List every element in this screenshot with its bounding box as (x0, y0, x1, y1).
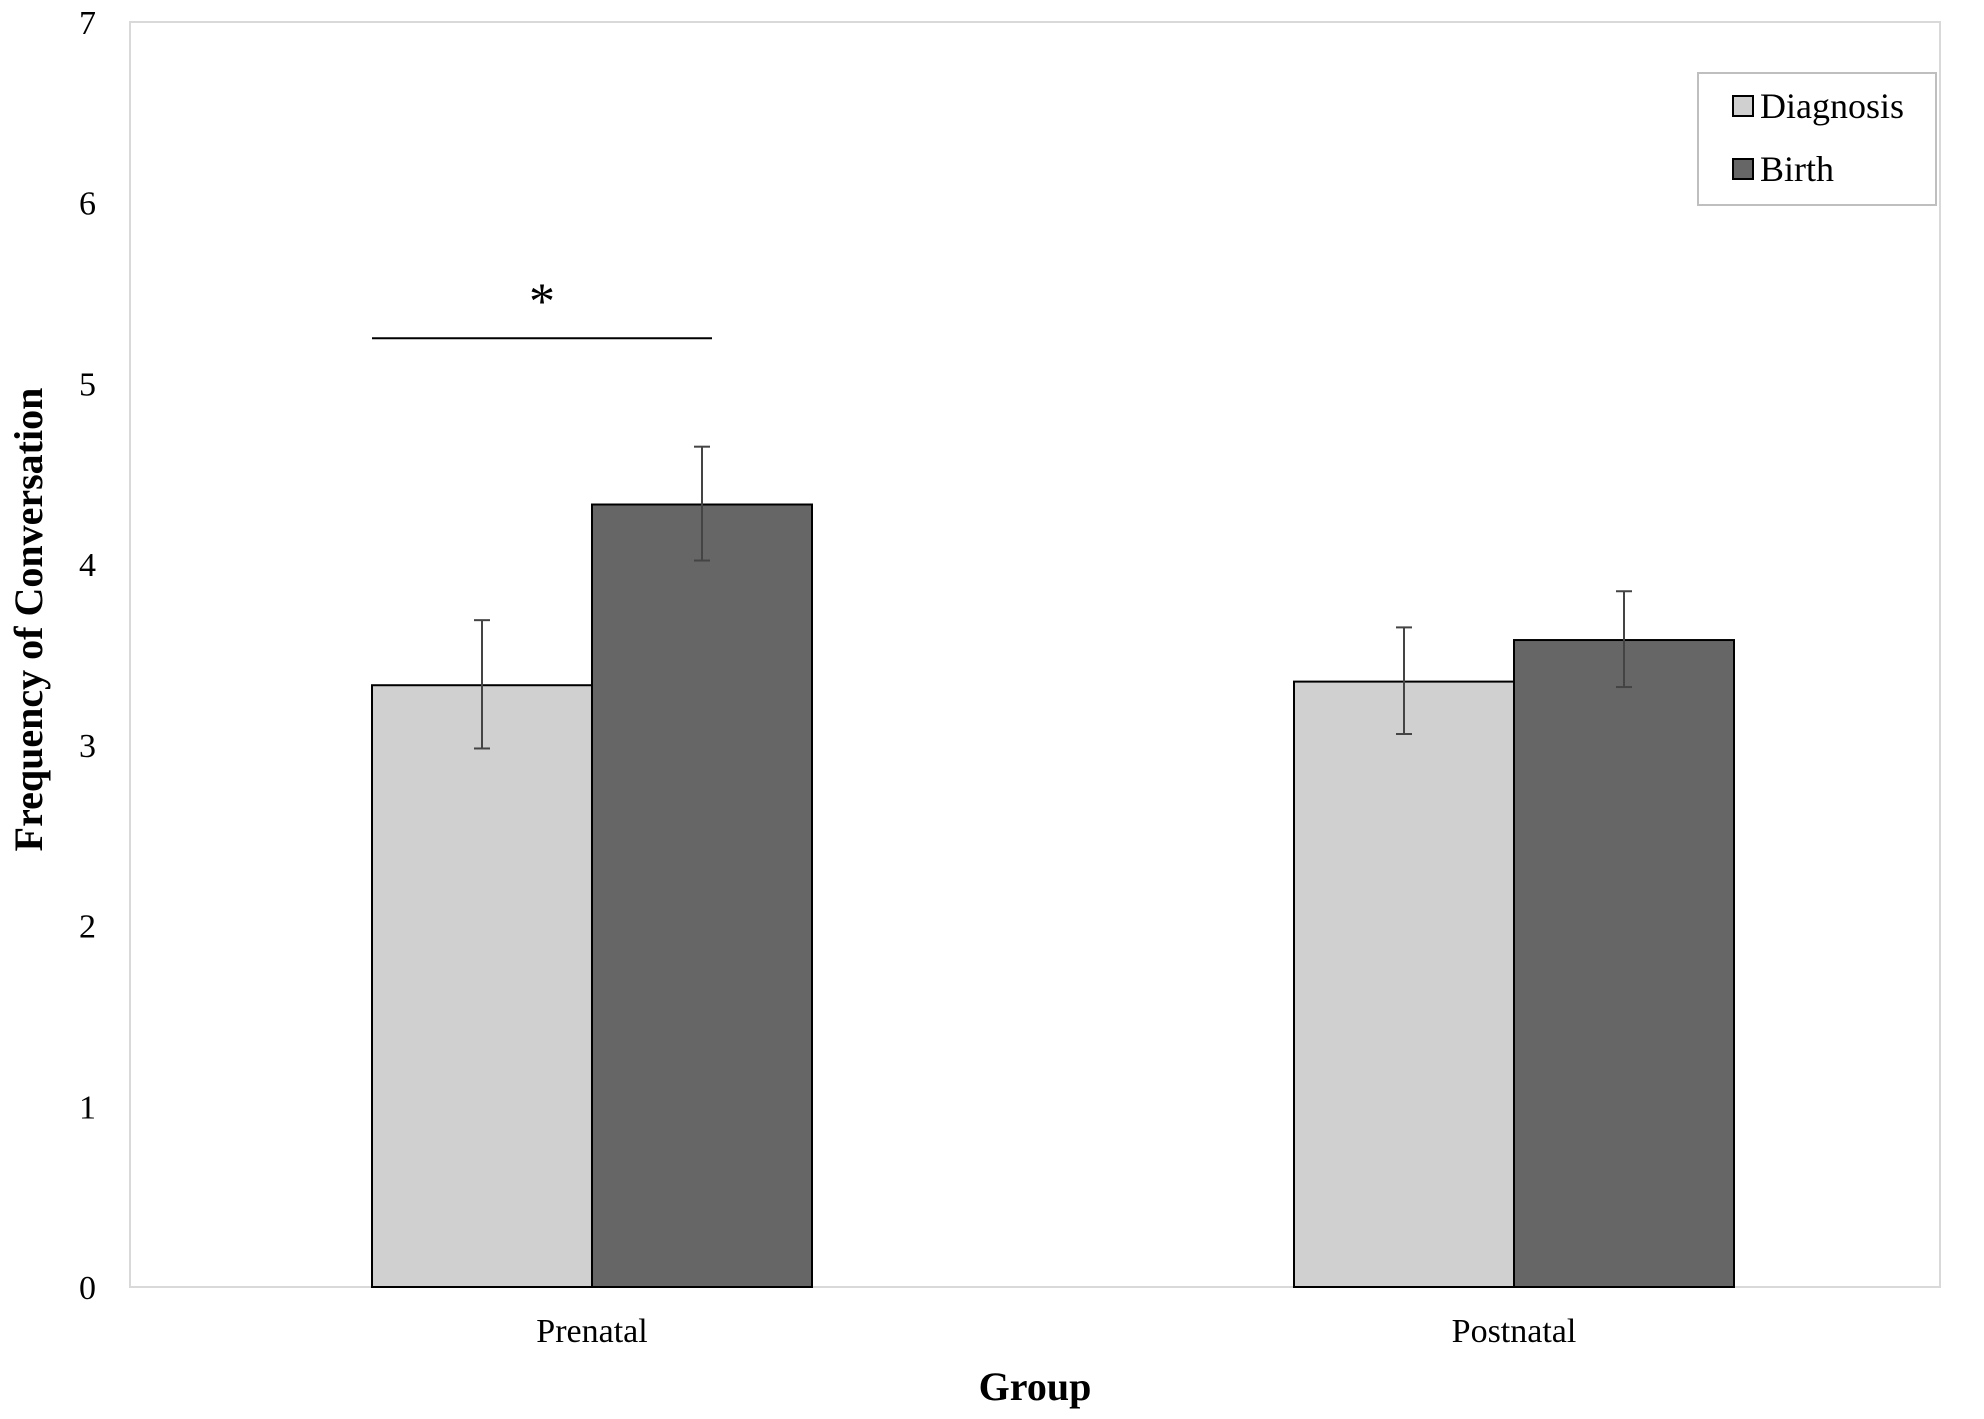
y-tick-label: 3 (79, 728, 96, 765)
legend-swatch-diagnosis (1732, 95, 1754, 117)
x-tick-label: Prenatal (536, 1313, 647, 1350)
legend: Diagnosis Birth (1697, 72, 1937, 206)
y-tick-label: 2 (79, 909, 96, 946)
y-tick-label: 1 (79, 1089, 96, 1126)
y-tick-label: 4 (79, 547, 96, 584)
bars (371, 503, 1735, 1288)
error-bar-diagnosis-prenatal (474, 619, 490, 750)
bar-diagnosis-postnatal (1293, 680, 1515, 1288)
error-bar-diagnosis-postnatal (1396, 626, 1412, 736)
error-bars (474, 445, 1632, 750)
legend-label-diagnosis: Diagnosis (1760, 86, 1904, 126)
y-tick-label: 6 (79, 186, 96, 223)
significance-annotation: * (372, 273, 712, 340)
x-axis-tick-labels: Prenatal Postnatal (536, 1313, 1576, 1350)
error-bar-birth-prenatal (694, 445, 710, 562)
bar-diagnosis-prenatal (371, 684, 593, 1288)
bar-birth-prenatal (591, 503, 813, 1288)
bar-birth-postnatal (1513, 639, 1735, 1288)
x-tick-label: Postnatal (1452, 1313, 1577, 1350)
legend-label-birth: Birth (1760, 149, 1834, 189)
y-tick-label: 0 (79, 1270, 96, 1307)
x-axis-title: Group (979, 1364, 1092, 1409)
significance-asterisk: * (529, 273, 555, 330)
plot-area-frame (129, 21, 1941, 1288)
legend-swatch-birth (1732, 158, 1754, 180)
y-tick-label: 7 (79, 5, 96, 42)
y-tick-label: 5 (79, 366, 96, 403)
error-bar-birth-postnatal (1616, 590, 1632, 689)
y-axis-tick-labels: 0 1 2 3 4 5 6 7 (79, 5, 96, 1307)
y-axis-title: Frequency of Conversation (6, 388, 51, 852)
